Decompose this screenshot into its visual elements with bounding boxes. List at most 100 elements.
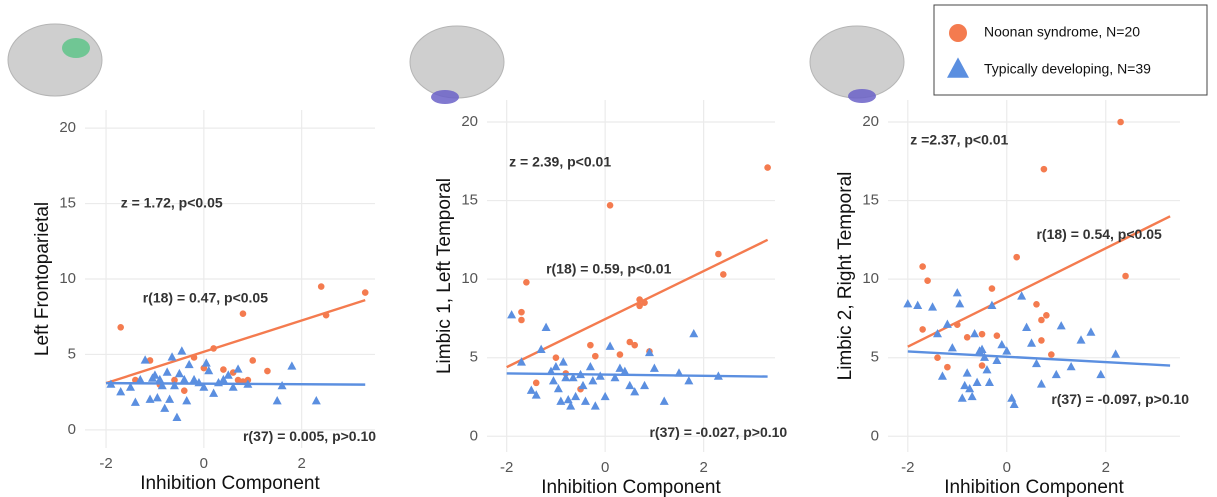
brain-icon: [809, 25, 905, 103]
triangle-point: [1066, 361, 1076, 371]
triangle-point: [977, 344, 987, 354]
triangle-point: [982, 365, 992, 374]
triangle-point: [967, 391, 977, 401]
x-tick-label: -2: [901, 459, 914, 476]
fit-line: [907, 350, 1171, 367]
y-axis-label: Limbic 1, Left Temporal: [434, 178, 455, 374]
triangle-point: [649, 363, 659, 372]
triangle-point: [1111, 349, 1121, 358]
fit-line: [506, 372, 768, 378]
circle-point: [631, 341, 638, 349]
triangle-point: [165, 394, 175, 403]
annotation: z = 2.39, p<0.01: [509, 154, 611, 170]
triangle-point: [1002, 346, 1012, 355]
circle-point: [317, 283, 325, 290]
triangle-point: [548, 376, 558, 385]
triangle-point: [1056, 321, 1066, 330]
triangle-point: [580, 396, 590, 405]
triangle-point: [1086, 327, 1096, 336]
circle-point: [1122, 272, 1129, 280]
legend-box: [933, 4, 1208, 96]
triangle-point: [177, 346, 187, 355]
y-axis-label: Limbic 2, Right Temporal: [835, 172, 856, 381]
triangle-point: [684, 376, 694, 385]
triangle-point: [1007, 393, 1017, 402]
y-tick-label: 20: [461, 113, 478, 130]
triangle-point: [162, 367, 172, 376]
circle-point: [239, 310, 247, 318]
circle-point: [919, 326, 926, 333]
triangle-point: [960, 380, 970, 390]
annotation: r(18) = 0.59, p<0.01: [546, 260, 672, 276]
fit-line: [106, 381, 366, 386]
triangle-point: [541, 322, 551, 332]
triangle-point: [558, 357, 568, 366]
triangle-point: [563, 394, 573, 404]
circle-point: [180, 387, 188, 394]
circle-point: [944, 363, 951, 371]
triangle-point: [610, 372, 620, 382]
triangle-point: [140, 355, 150, 364]
circle-point: [988, 285, 996, 292]
circle-point: [919, 263, 926, 270]
annotation: r(37) = -0.027, p>0.10: [649, 424, 787, 440]
triangle-point: [184, 359, 194, 369]
triangle-point: [526, 385, 536, 394]
triangle-point: [689, 328, 699, 338]
y-tick-label: 5: [470, 349, 478, 366]
y-tick-label: 15: [461, 192, 478, 209]
circle-point: [1038, 316, 1045, 324]
triangle-point: [516, 357, 526, 366]
x-tick-label: 0: [601, 459, 609, 476]
circle-point: [518, 316, 525, 324]
y-tick-label: 20: [862, 113, 879, 130]
triangle-point: [1031, 358, 1041, 368]
triangle-point: [130, 397, 140, 406]
y-tick-label: 10: [461, 270, 478, 287]
triangle-point: [1076, 335, 1086, 344]
triangle-point: [962, 368, 972, 377]
triangle-point: [155, 374, 165, 384]
circle-point: [963, 333, 971, 341]
circle-point: [523, 278, 530, 286]
annotation: r(37) = -0.097, p>0.10: [1051, 391, 1189, 407]
circle-point: [264, 367, 271, 375]
annotation: r(18) = 0.54, p<0.05: [1036, 226, 1162, 242]
triangle-point: [179, 374, 189, 384]
triangle-point: [615, 363, 625, 372]
triangle-point: [630, 387, 640, 396]
triangle-point: [992, 355, 1002, 365]
annotation: r(37) = 0.005, p>0.10: [243, 428, 376, 444]
x-tick-label: -2: [500, 459, 513, 476]
triangle-point: [201, 358, 211, 367]
triangle-point: [174, 368, 184, 378]
triangle-point: [625, 380, 635, 390]
triangle-point: [536, 344, 546, 354]
triangle-point: [600, 391, 610, 401]
triangle-point: [937, 371, 947, 380]
triangle-point: [972, 377, 982, 387]
circle-point: [720, 271, 727, 278]
triangle-point: [199, 382, 209, 391]
triangle-point: [531, 390, 541, 399]
annotation: r(18) = 0.47, p<0.05: [143, 289, 269, 305]
triangle-point: [571, 391, 581, 401]
triangle-point: [160, 403, 170, 412]
triangle-point: [1096, 369, 1106, 379]
circle-point: [532, 379, 540, 387]
triangle-point: [135, 374, 145, 384]
triangle-point: [987, 300, 997, 310]
triangle-point: [150, 370, 160, 379]
triangle-point: [578, 380, 588, 390]
triangle-point: [965, 383, 975, 393]
circle-point: [1040, 165, 1048, 173]
circle-point: [117, 323, 124, 331]
x-axis-label: Inhibition Component: [541, 477, 721, 497]
triangle-point: [947, 57, 969, 78]
triangle-point: [1036, 379, 1046, 388]
triangle-point: [152, 393, 162, 402]
triangle-point: [272, 396, 282, 405]
circle-point: [361, 289, 369, 296]
triangle-point: [218, 374, 228, 384]
triangle-point: [1027, 338, 1037, 347]
